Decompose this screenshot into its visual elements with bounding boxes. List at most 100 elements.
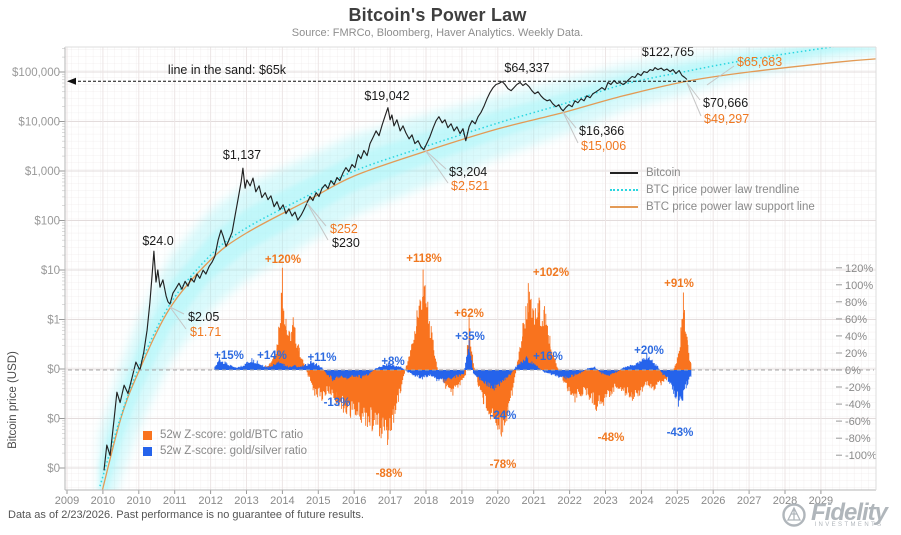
x-axis-tick-label: 2010 <box>91 495 115 507</box>
x-axis-tick-label: 2018 <box>414 495 438 507</box>
price-annotation: line in the sand: $65k <box>168 63 287 77</box>
fidelity-pyramid-icon <box>782 503 806 527</box>
z-axis-tick-label: 80% <box>845 297 867 309</box>
y-axis-title: Bitcoin price (USD) <box>7 351 19 449</box>
zscore-annotation: +102% <box>533 267 569 279</box>
zscore-annotation: +14% <box>257 350 287 362</box>
zscore-annotation: +8% <box>381 356 404 368</box>
left-arrow-icon <box>67 77 76 85</box>
zscore-annotation: +120% <box>265 254 301 266</box>
gold-btc-swatch-icon <box>143 430 152 440</box>
price-annotation: $1,137 <box>223 148 261 162</box>
z-axis-tick-label: 40% <box>845 331 867 343</box>
legend-item-gold-btc: 52w Z-score: gold/BTC ratio <box>143 429 307 441</box>
price-annotation: $122,765 <box>642 45 694 59</box>
axes: $100,000 $10,000 $1,000 $100 $10 $1 $0 $0 $0 2009… <box>12 46 877 507</box>
power-law-band-inner <box>99 47 876 490</box>
callout-line <box>686 82 702 117</box>
z-axis-tick-label: -80% <box>845 433 871 445</box>
x-axis-tick-label: 2029 <box>809 495 833 507</box>
price-annotation: $49,297 <box>704 112 749 126</box>
zscore-annotation: +11% <box>307 352 336 364</box>
fidelity-logo: Fidelity INVESTMENTS <box>781 501 888 528</box>
x-axis-tick-label: 2025 <box>665 495 689 507</box>
x-axis-tick-label: 2026 <box>701 495 725 507</box>
z-axis-tick-label: -60% <box>845 416 871 428</box>
x-axis-tick-label: 2016 <box>342 495 366 507</box>
callout-line <box>306 202 329 241</box>
zscore-legend: 52w Z-score: gold/BTC ratio 52w Z-score:… <box>143 429 307 457</box>
trendline <box>99 47 838 487</box>
zscore-annotation: -48% <box>598 432 625 444</box>
price-annotation: $15,006 <box>581 139 626 153</box>
legend-item-trendline: BTC price power law trendline <box>610 184 815 196</box>
z-axis-tick-label: -20% <box>845 382 871 394</box>
zscore-annotation: +20% <box>634 345 664 357</box>
chart-subtitle: Source: FMRCo, Bloomberg, Haver Analytic… <box>291 27 584 39</box>
callout-line <box>169 306 187 330</box>
z-axis-tick-label: 60% <box>845 314 867 326</box>
price-annotation: $70,666 <box>703 96 748 110</box>
price-annotation: $230 <box>332 236 360 250</box>
price-annotation: $2.05 <box>188 310 219 324</box>
legend-item-bitcoin: Bitcoin <box>610 167 815 179</box>
zscore-annotation: +118% <box>406 253 442 265</box>
legend-label: 52w Z-score: gold/BTC ratio <box>160 429 304 441</box>
logo-subtext: INVESTMENTS <box>814 522 884 528</box>
bitcoin-price-line <box>103 67 688 471</box>
zscore-annotation: -13% <box>324 397 351 409</box>
y-axis-tick-label: $100,000 <box>12 67 60 79</box>
bitcoin-line-swatch-icon <box>610 172 638 174</box>
x-axis-tick-label: 2011 <box>163 495 187 507</box>
zscore-annotation: -24% <box>490 410 517 422</box>
callout-line <box>424 149 447 170</box>
zscore-annotation: -88% <box>376 468 403 480</box>
x-axis-tick-label: 2012 <box>198 495 222 507</box>
legend-label: BTC price power law trendline <box>646 184 800 196</box>
price-annotation: $2,521 <box>451 179 489 193</box>
price-annotation: $65,683 <box>737 55 782 69</box>
price-annotation: $3,204 <box>449 165 487 179</box>
x-axis-tick-label: 2021 <box>521 495 545 507</box>
x-axis-tick-label: 2022 <box>557 495 581 507</box>
zscore-annotation: -78% <box>490 459 517 471</box>
price-annotation: $64,337 <box>504 61 549 75</box>
z-axis-tick-label: 100% <box>845 280 873 292</box>
z-axis-tick-label: 0% <box>845 365 861 377</box>
x-axis-tick-label: 2013 <box>234 495 258 507</box>
callout-line <box>706 65 735 86</box>
price-annotation: $16,366 <box>579 124 624 138</box>
x-axis-tick-label: 2024 <box>629 495 653 507</box>
x-axis-tick-label: 2027 <box>737 495 761 507</box>
callout-line <box>562 111 579 144</box>
plot-area <box>99 47 876 490</box>
legend-label: Bitcoin <box>646 167 681 179</box>
zscore-annotation: -43% <box>667 427 694 439</box>
x-axis-tick-label: 2023 <box>593 495 617 507</box>
z-axis-tick-label: 120% <box>845 263 873 275</box>
gold-silver-bars <box>214 340 692 407</box>
annotations: $24.0 $2.05$1.71 $1,137 $252$230 $19,042 $3,2… <box>142 45 782 480</box>
zscore-annotation: +15% <box>214 350 244 362</box>
x-axis-tick-label: 2017 <box>378 495 402 507</box>
y-axis-tick-label: $10 <box>41 265 60 277</box>
z-axis-tick-label: 20% <box>845 348 867 360</box>
price-annotation: $252 <box>330 222 358 236</box>
z-axis-tick-label: -100% <box>845 450 877 462</box>
price-annotation: $24.0 <box>142 234 173 248</box>
y-axis-tick-label: $100 <box>34 216 60 228</box>
callout-line <box>424 149 449 184</box>
legend-label: BTC price power law support line <box>646 201 815 213</box>
callout-line <box>562 111 577 129</box>
support-line-swatch-icon <box>610 206 638 208</box>
x-axis-tick-label: 2019 <box>450 495 474 507</box>
y-axis-tick-label: $0 <box>47 463 60 475</box>
callout-line <box>686 82 701 101</box>
gold-silver-swatch-icon <box>143 446 152 456</box>
z-axis-tick-label: -40% <box>845 399 871 411</box>
zscore-annotation: +91% <box>664 278 694 290</box>
x-axis-tick-label: 2014 <box>270 495 294 507</box>
callout-line <box>306 202 327 227</box>
disclaimer-text: Data as of 2/23/2026. Past performance i… <box>8 509 364 521</box>
